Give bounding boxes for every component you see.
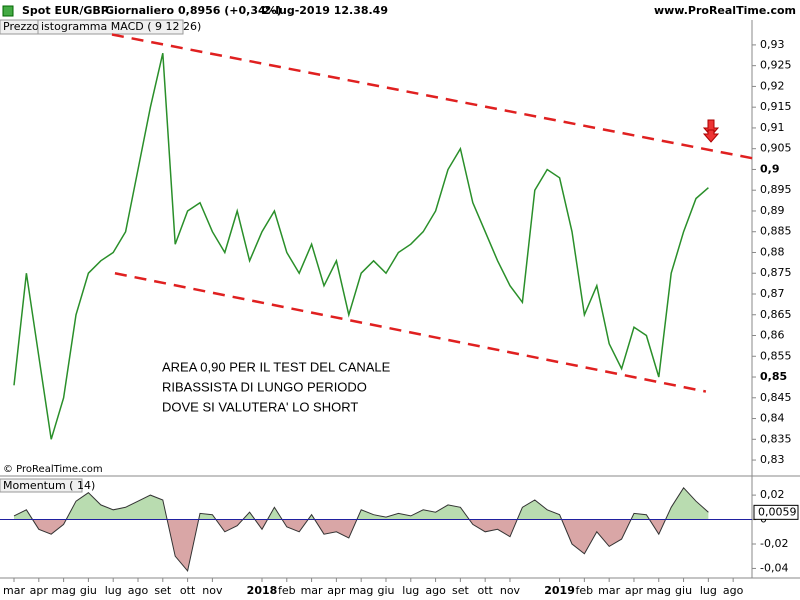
copyright: © ProRealTime.com — [3, 464, 103, 475]
channel-line — [114, 272, 707, 393]
y-tick-label: 0,875 — [760, 266, 792, 279]
x-tick-label: mar — [301, 584, 323, 597]
price-line — [13, 53, 709, 440]
x-tick-label: giu — [80, 584, 97, 597]
indicator-title[interactable]: Momentum ( 14) — [3, 479, 95, 492]
quote: 0,8956 (+0,34%) — [178, 4, 282, 17]
x-tick-label: mag — [349, 584, 373, 597]
y-tick-label: 0,92 — [760, 79, 785, 92]
annotation: AREA 0,90 PER IL TEST DEL CANALE — [162, 359, 391, 374]
annotation: DOVE SI VALUTERA' LO SHORT — [162, 399, 358, 414]
site: www.ProRealTime.com — [654, 4, 796, 17]
x-tick-label: ago — [723, 584, 744, 597]
x-tick-label: mar — [598, 584, 620, 597]
y-tick-label: 0,84 — [760, 412, 785, 425]
y-tick-label: -0,04 — [760, 561, 788, 574]
datetime: 2-lug-2019 12.38.49 — [263, 4, 388, 17]
x-tick-label: 2018 — [247, 584, 278, 597]
tab-label[interactable]: istogramma MACD ( 9 12 26) — [41, 20, 201, 33]
x-tick-label: apr — [327, 584, 346, 597]
y-tick-label: 0,02 — [760, 488, 785, 501]
y-tick-label: -0,02 — [760, 537, 788, 550]
tab-label[interactable]: Prezzo — [3, 20, 39, 33]
y-tick-label: 0,85 — [760, 370, 787, 383]
symbol: Spot EUR/GBP — [22, 4, 109, 17]
area-negative — [14, 519, 709, 571]
y-tick-label: 0,845 — [760, 391, 792, 404]
y-tick-label: 0,93 — [760, 38, 785, 51]
channel-line — [111, 33, 757, 161]
app-icon — [2, 5, 14, 17]
y-tick-label: 0,87 — [760, 287, 785, 300]
x-tick-label: lug — [700, 584, 717, 597]
x-tick-label: ago — [425, 584, 446, 597]
x-tick-label: set — [154, 584, 171, 597]
x-tick-label: feb — [278, 584, 296, 597]
x-tick-label: ago — [128, 584, 149, 597]
period: Giornaliero — [105, 4, 174, 17]
x-tick-label: ott — [180, 584, 196, 597]
area-positive — [14, 487, 709, 520]
y-tick-label: 0,885 — [760, 225, 792, 238]
y-tick-label: 0,88 — [760, 245, 785, 258]
y-tick-label: 0,83 — [760, 453, 785, 466]
y-tick-label: 0,905 — [760, 142, 792, 155]
x-tick-label: ott — [477, 584, 493, 597]
tab[interactable] — [37, 19, 184, 35]
y-tick-label: 0,925 — [760, 59, 792, 72]
x-tick-label: apr — [625, 584, 644, 597]
y-tick-label: 0,865 — [760, 308, 792, 321]
x-tick-label: apr — [30, 584, 49, 597]
x-tick-label: lug — [402, 584, 419, 597]
y-tick-label: 0,895 — [760, 183, 792, 196]
x-tick-label: mar — [3, 584, 25, 597]
y-tick-label: 0,86 — [760, 329, 785, 342]
x-tick-label: giu — [377, 584, 394, 597]
down-arrow — [702, 119, 720, 143]
current-value-label: 0,0059 — [758, 505, 797, 518]
x-tick-label: nov — [202, 584, 223, 597]
y-tick-label: 0,915 — [760, 100, 792, 113]
y-tick-label: 0,91 — [760, 121, 785, 134]
y-tick-label: 0,855 — [760, 349, 792, 362]
x-tick-label: set — [452, 584, 469, 597]
x-tick-label: 2019 — [544, 584, 575, 597]
x-tick-label: mag — [51, 584, 75, 597]
x-tick-label: nov — [500, 584, 521, 597]
momentum-line — [13, 486, 709, 573]
current-value-box — [753, 504, 799, 520]
y-tick-label: 0,9 — [760, 162, 780, 175]
y-tick-label: 0,89 — [760, 204, 785, 217]
y-tick-label: 0,835 — [760, 432, 792, 445]
x-tick-label: lug — [105, 584, 122, 597]
annotation: RIBASSISTA DI LUNGO PERIODO — [162, 379, 367, 394]
x-tick-label: feb — [576, 584, 594, 597]
indicator-tab[interactable] — [0, 478, 83, 493]
x-tick-label: giu — [675, 584, 692, 597]
x-tick-label: mag — [647, 584, 671, 597]
